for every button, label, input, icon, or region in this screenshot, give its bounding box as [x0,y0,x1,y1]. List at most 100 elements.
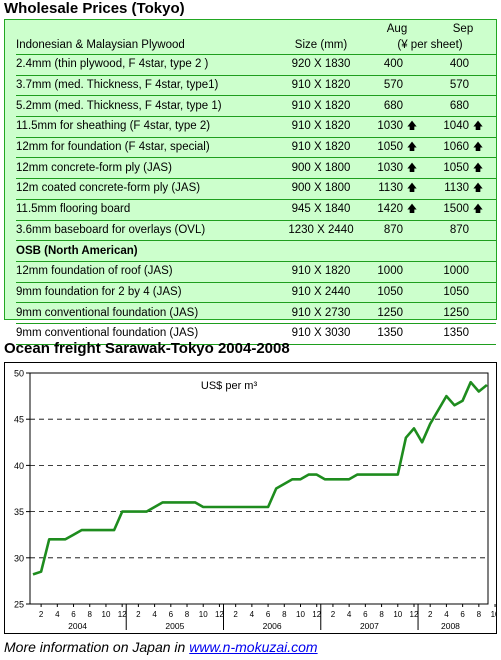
table-row: 9mm foundation for 2 by 4 (JAS) 910 X 244… [16,282,496,304]
sep-price-cell: 1050 🡅 [430,157,496,180]
aug-price-cell: 1350 [364,323,430,345]
x-tick-label: 10 [393,610,402,619]
aug-price-cell: 1130 🡅 [364,178,430,200]
x-tick-label: 10 [199,610,208,619]
size-cell: 920 X 1830 [278,54,364,76]
sep-price-cell: 1040 🡅 [430,116,496,138]
footer: More information on Japan in www.n-mokuz… [4,638,318,656]
up-arrow-icon: 🡅 [406,162,418,174]
sep-price-cell: 1500 🡅 [430,199,496,221]
x-tick-label: 8 [185,610,190,619]
x-tick-label: 2 [428,610,433,619]
aug-price: 1050 [377,141,403,154]
sep-price: 1000 [443,265,469,278]
unit-header: (¥ per sheet) [364,36,496,55]
footer-text: More information on Japan in [4,639,190,655]
sep-price-cell [430,240,496,262]
size-cell: 1230 X 2440 [278,220,364,242]
size-cell: 910 X 1820 [278,261,364,283]
sep-price: 1050 [443,285,469,298]
x-tick-label: 6 [363,610,368,619]
x-tick-label: 6 [266,610,271,619]
sep-price: 1040 [443,120,469,133]
year-label: 2008 [441,621,460,631]
sep-price-cell: 400 [430,54,496,76]
x-tick-label: 2 [39,610,44,619]
y-tick-label: 30 [14,553,24,563]
table-row: 11.5mm flooring board 945 X 1840 1420 🡅 1500… [16,199,496,221]
sep-price-cell: 1250 [430,302,496,324]
product-name: 12mm concrete-form ply (JAS) [16,157,278,180]
sep-price-cell: 870 [430,220,496,242]
y-tick-label: 50 [14,369,24,379]
product-name: 9mm conventional foundation (JAS) [16,302,278,324]
sep-price-cell: 1050 [430,282,496,304]
aug-price: 1050 [377,285,403,298]
aug-price: 680 [383,99,403,112]
up-arrow-icon: 🡅 [406,204,418,216]
sep-price-cell: 1000 [430,261,496,283]
table-row: 2.4mm (thin plywood, F 4star, type 2 ) 92… [16,54,496,76]
aug-price: 1350 [377,327,403,340]
product-name: 3.6mm baseboard for overlays (OVL) [16,220,278,242]
sep-price-cell: 1060 🡅 [430,137,496,159]
aug-price-cell: 1420 🡅 [364,199,430,221]
price-table-body: 2.4mm (thin plywood, F 4star, type 2 ) 92… [16,54,496,345]
aug-price-cell: 1050 🡅 [364,137,430,159]
sep-header: Sep [452,22,474,35]
freight-chart: 25 30 35 40 45 50 2 4 6 8 10 12 2 4 6 8 10 12 2 4 6 8 10 12 2 4 6 8… [4,362,497,634]
size-cell: 910 X 1820 [278,137,364,159]
product-name: 11.5mm flooring board [16,199,278,221]
table-row: 12mm concrete-form ply (JAS) 900 X 1800 10… [16,157,496,180]
plot-area [29,372,489,605]
aug-price: 1130 [378,182,403,195]
product-name: 5.2mm (med. Thickness, F 4star, type 1) [16,95,278,118]
size-cell: 900 X 1800 [278,178,364,200]
footer-link[interactable]: www.n-mokuzai.com [189,639,318,655]
sep-price: 1060 [443,141,469,154]
table-row: 3.7mm (med. Thickness, F 4star, type1) 91… [16,75,496,97]
x-tick-label: 2 [233,610,238,619]
section-heading: OSB (North American) [16,240,278,262]
sep-price: 680 [449,99,469,112]
aug-price-cell: 1250 [364,302,430,324]
year-label: 2004 [68,621,87,631]
sep-price: 570 [449,79,469,92]
aug-price: 1000 [377,265,403,278]
x-tick-label: 4 [347,610,352,619]
unit-annotation: US$ per m³ [201,380,258,392]
product-name: 9mm conventional foundation (JAS) [16,323,278,345]
x-tick-label: 10 [296,610,305,619]
size-cell: 910 X 1820 [278,75,364,97]
table-row: 9mm conventional foundation (JAS) 910 X 3… [16,323,496,345]
sep-price: 1050 [443,161,469,174]
aug-price: 1030 [377,120,403,133]
size-cell [278,240,364,262]
x-tick-label: 6 [460,610,465,619]
x-tick-label: 6 [169,610,174,619]
y-tick-label: 40 [14,461,24,471]
freight-chart-svg: 25 30 35 40 45 50 2 4 6 8 10 12 2 4 6 8 10 12 2 4 6 8 10 12 2 4 6 8… [14,369,496,632]
y-tick-label: 35 [14,507,24,517]
x-tick-label: 4 [250,610,255,619]
size-header: Size (mm) [278,36,364,55]
y-tick-label: 25 [14,600,24,610]
x-tick-label: 4 [444,610,449,619]
sep-price: 1130 [444,182,469,195]
x-tick-label: 10 [491,610,496,619]
size-cell: 945 X 1840 [278,199,364,221]
aug-price-cell: 870 [364,220,430,242]
size-cell: 910 X 2730 [278,302,364,324]
sep-price-cell: 1130 🡅 [430,178,496,200]
up-arrow-icon: 🡅 [472,121,484,133]
up-arrow-icon: 🡅 [406,121,418,133]
up-arrow-icon: 🡅 [472,142,484,154]
aug-price: 1250 [377,306,403,319]
sep-price: 870 [449,223,469,236]
up-arrow-icon: 🡅 [472,162,484,174]
aug-price-cell: 1030 🡅 [364,157,430,180]
sep-price-cell: 680 [430,95,496,118]
table-row: 11.5mm for sheathing (F 4star, type 2) 91… [16,116,496,138]
aug-price: 870 [383,223,403,236]
x-tick-label: 12 [410,610,419,619]
